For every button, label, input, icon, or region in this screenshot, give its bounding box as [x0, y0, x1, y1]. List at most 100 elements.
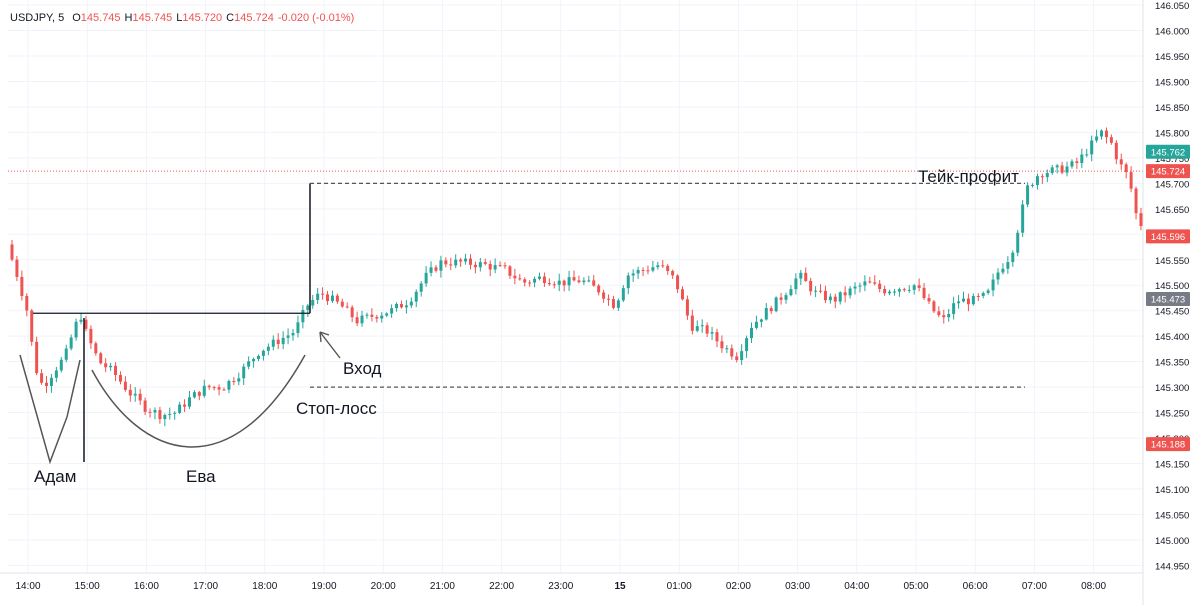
candle	[370, 308, 374, 322]
price-badge: 145.762	[1146, 144, 1190, 159]
candle-body	[1114, 142, 1118, 160]
candle-body	[414, 291, 418, 302]
candle	[503, 262, 507, 269]
candle-body	[961, 298, 965, 302]
candle-body	[621, 288, 625, 301]
candle-body	[404, 305, 408, 308]
price-tick-label: 145.650	[1155, 205, 1189, 216]
price-badge-label: 145.762	[1151, 147, 1185, 158]
candle	[892, 288, 896, 296]
candle	[365, 312, 369, 319]
candle-body	[237, 378, 241, 382]
candle-body	[222, 389, 226, 391]
candle	[1139, 207, 1143, 231]
candle-body	[528, 282, 532, 284]
candle-body	[636, 269, 640, 274]
candle	[281, 331, 285, 350]
candle-body	[646, 270, 650, 272]
candle-body	[715, 332, 719, 342]
candle	[1090, 135, 1094, 162]
candle	[779, 292, 783, 305]
price-tick-label: 145.400	[1155, 332, 1189, 343]
candle-body	[932, 301, 936, 312]
candle	[434, 265, 438, 273]
candle	[1060, 161, 1064, 175]
candle-body	[952, 303, 956, 315]
candle	[547, 278, 551, 286]
candle-body	[843, 292, 847, 296]
candle-body	[49, 377, 53, 386]
candle-body	[365, 314, 369, 316]
candle	[907, 285, 911, 293]
candle-body	[424, 272, 428, 284]
candle	[222, 387, 226, 391]
candle-body	[242, 366, 246, 379]
candle	[276, 333, 280, 350]
close-label: C	[226, 12, 235, 24]
candle-body	[99, 353, 103, 364]
candle-body	[79, 319, 83, 322]
candle-body	[493, 265, 497, 270]
candle-body	[597, 285, 601, 293]
candle-body	[883, 288, 887, 294]
price-tick-label: 145.750	[1155, 154, 1189, 165]
candle	[947, 308, 951, 322]
candle	[385, 312, 389, 318]
candle-body	[1040, 176, 1044, 178]
candle	[40, 369, 44, 385]
candle	[1055, 163, 1059, 174]
candle-body	[345, 306, 349, 308]
candle-body	[1060, 165, 1064, 173]
candle-body	[602, 292, 606, 299]
candle	[1026, 182, 1030, 208]
candle	[961, 291, 965, 303]
candle-body	[745, 338, 749, 352]
candle	[656, 261, 660, 270]
candle	[1031, 183, 1035, 188]
candle	[863, 275, 867, 292]
candle	[390, 304, 394, 318]
candle-body	[1016, 232, 1020, 253]
candle-body	[419, 283, 423, 292]
candle	[114, 362, 118, 382]
candle	[942, 309, 946, 324]
candle-body	[1035, 176, 1039, 185]
candle	[473, 261, 477, 274]
candle	[508, 265, 512, 279]
candle	[454, 254, 458, 269]
candle-body	[370, 314, 374, 317]
price-badge-label: 145.188	[1151, 440, 1185, 451]
time-tick-label: 22:00	[489, 581, 514, 592]
candle	[823, 285, 827, 304]
candle	[819, 284, 823, 294]
candle	[242, 363, 246, 385]
candle	[562, 279, 566, 292]
candle-body	[25, 295, 29, 311]
candle	[301, 305, 305, 329]
candle	[64, 344, 68, 363]
candle	[996, 268, 1000, 285]
price-axis[interactable]: 146.050 146.000 145.950 145.900 145.850 145.8…	[1142, 0, 1190, 605]
candle	[597, 283, 601, 296]
candle	[20, 270, 24, 301]
candle-body	[227, 380, 231, 390]
candle	[789, 285, 793, 297]
candle-body	[966, 298, 970, 305]
open-label: O	[72, 12, 81, 24]
candle	[178, 401, 182, 415]
candle-body	[271, 339, 275, 347]
candle	[15, 255, 19, 282]
candle-body	[838, 292, 842, 302]
price-tick-label: 145.100	[1155, 485, 1189, 496]
candle-body	[552, 284, 556, 286]
time-tick-label: 18:00	[252, 581, 277, 592]
price-tick-label: 145.450	[1155, 307, 1189, 318]
candle	[468, 254, 472, 270]
price-tick-label: 146.050	[1155, 1, 1189, 12]
time-axis[interactable]: 14:00 15:00 16:00 17:00 18:00 19:00 20:00 21:00…	[0, 572, 1143, 592]
candle-body	[187, 397, 191, 407]
candle	[602, 289, 606, 303]
candle-body	[986, 290, 990, 293]
candle-body	[888, 291, 892, 294]
